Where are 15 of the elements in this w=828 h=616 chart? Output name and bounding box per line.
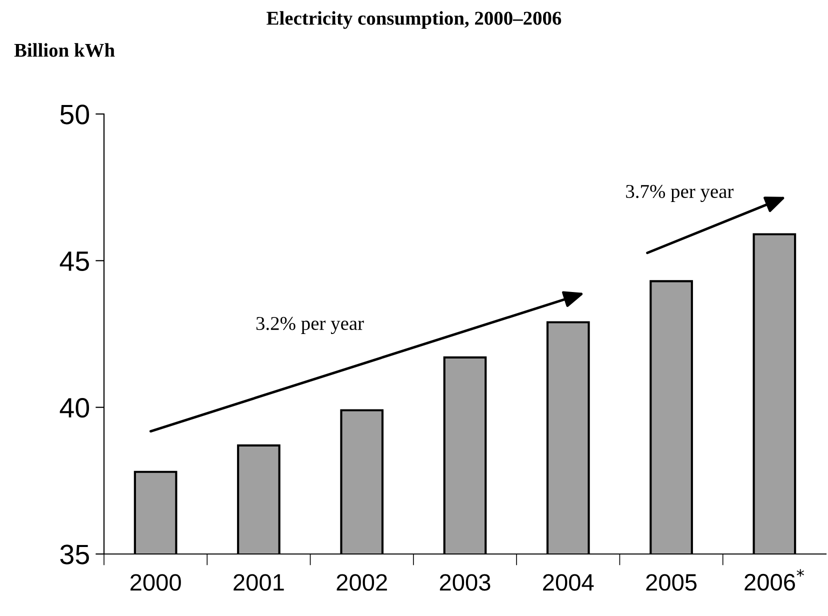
y-tick-label: 35 [60, 544, 89, 564]
y-tick-label: 40 [60, 398, 90, 418]
chart-title: Electricity consumption, 2000–2006 [266, 11, 562, 29]
x-tick-label: 2001 [234, 574, 284, 591]
x-tick-label: 2005 [646, 574, 697, 591]
y-axis-title: Billion kWh [14, 43, 115, 57]
x-tick-label: 2003 [440, 574, 490, 591]
y-tick-label: 45 [60, 252, 89, 272]
annotation: 3.2% per year [256, 316, 364, 334]
x-tick-label: 2002 [336, 574, 387, 591]
x-tick-label: 2000 [130, 574, 181, 591]
y-tick-label: 50 [60, 104, 90, 124]
annotation: 3.7% per year [626, 184, 734, 202]
x-tick-label: 2004 [543, 574, 594, 591]
x-tick-label: 2006$^{*}$ [744, 569, 804, 591]
